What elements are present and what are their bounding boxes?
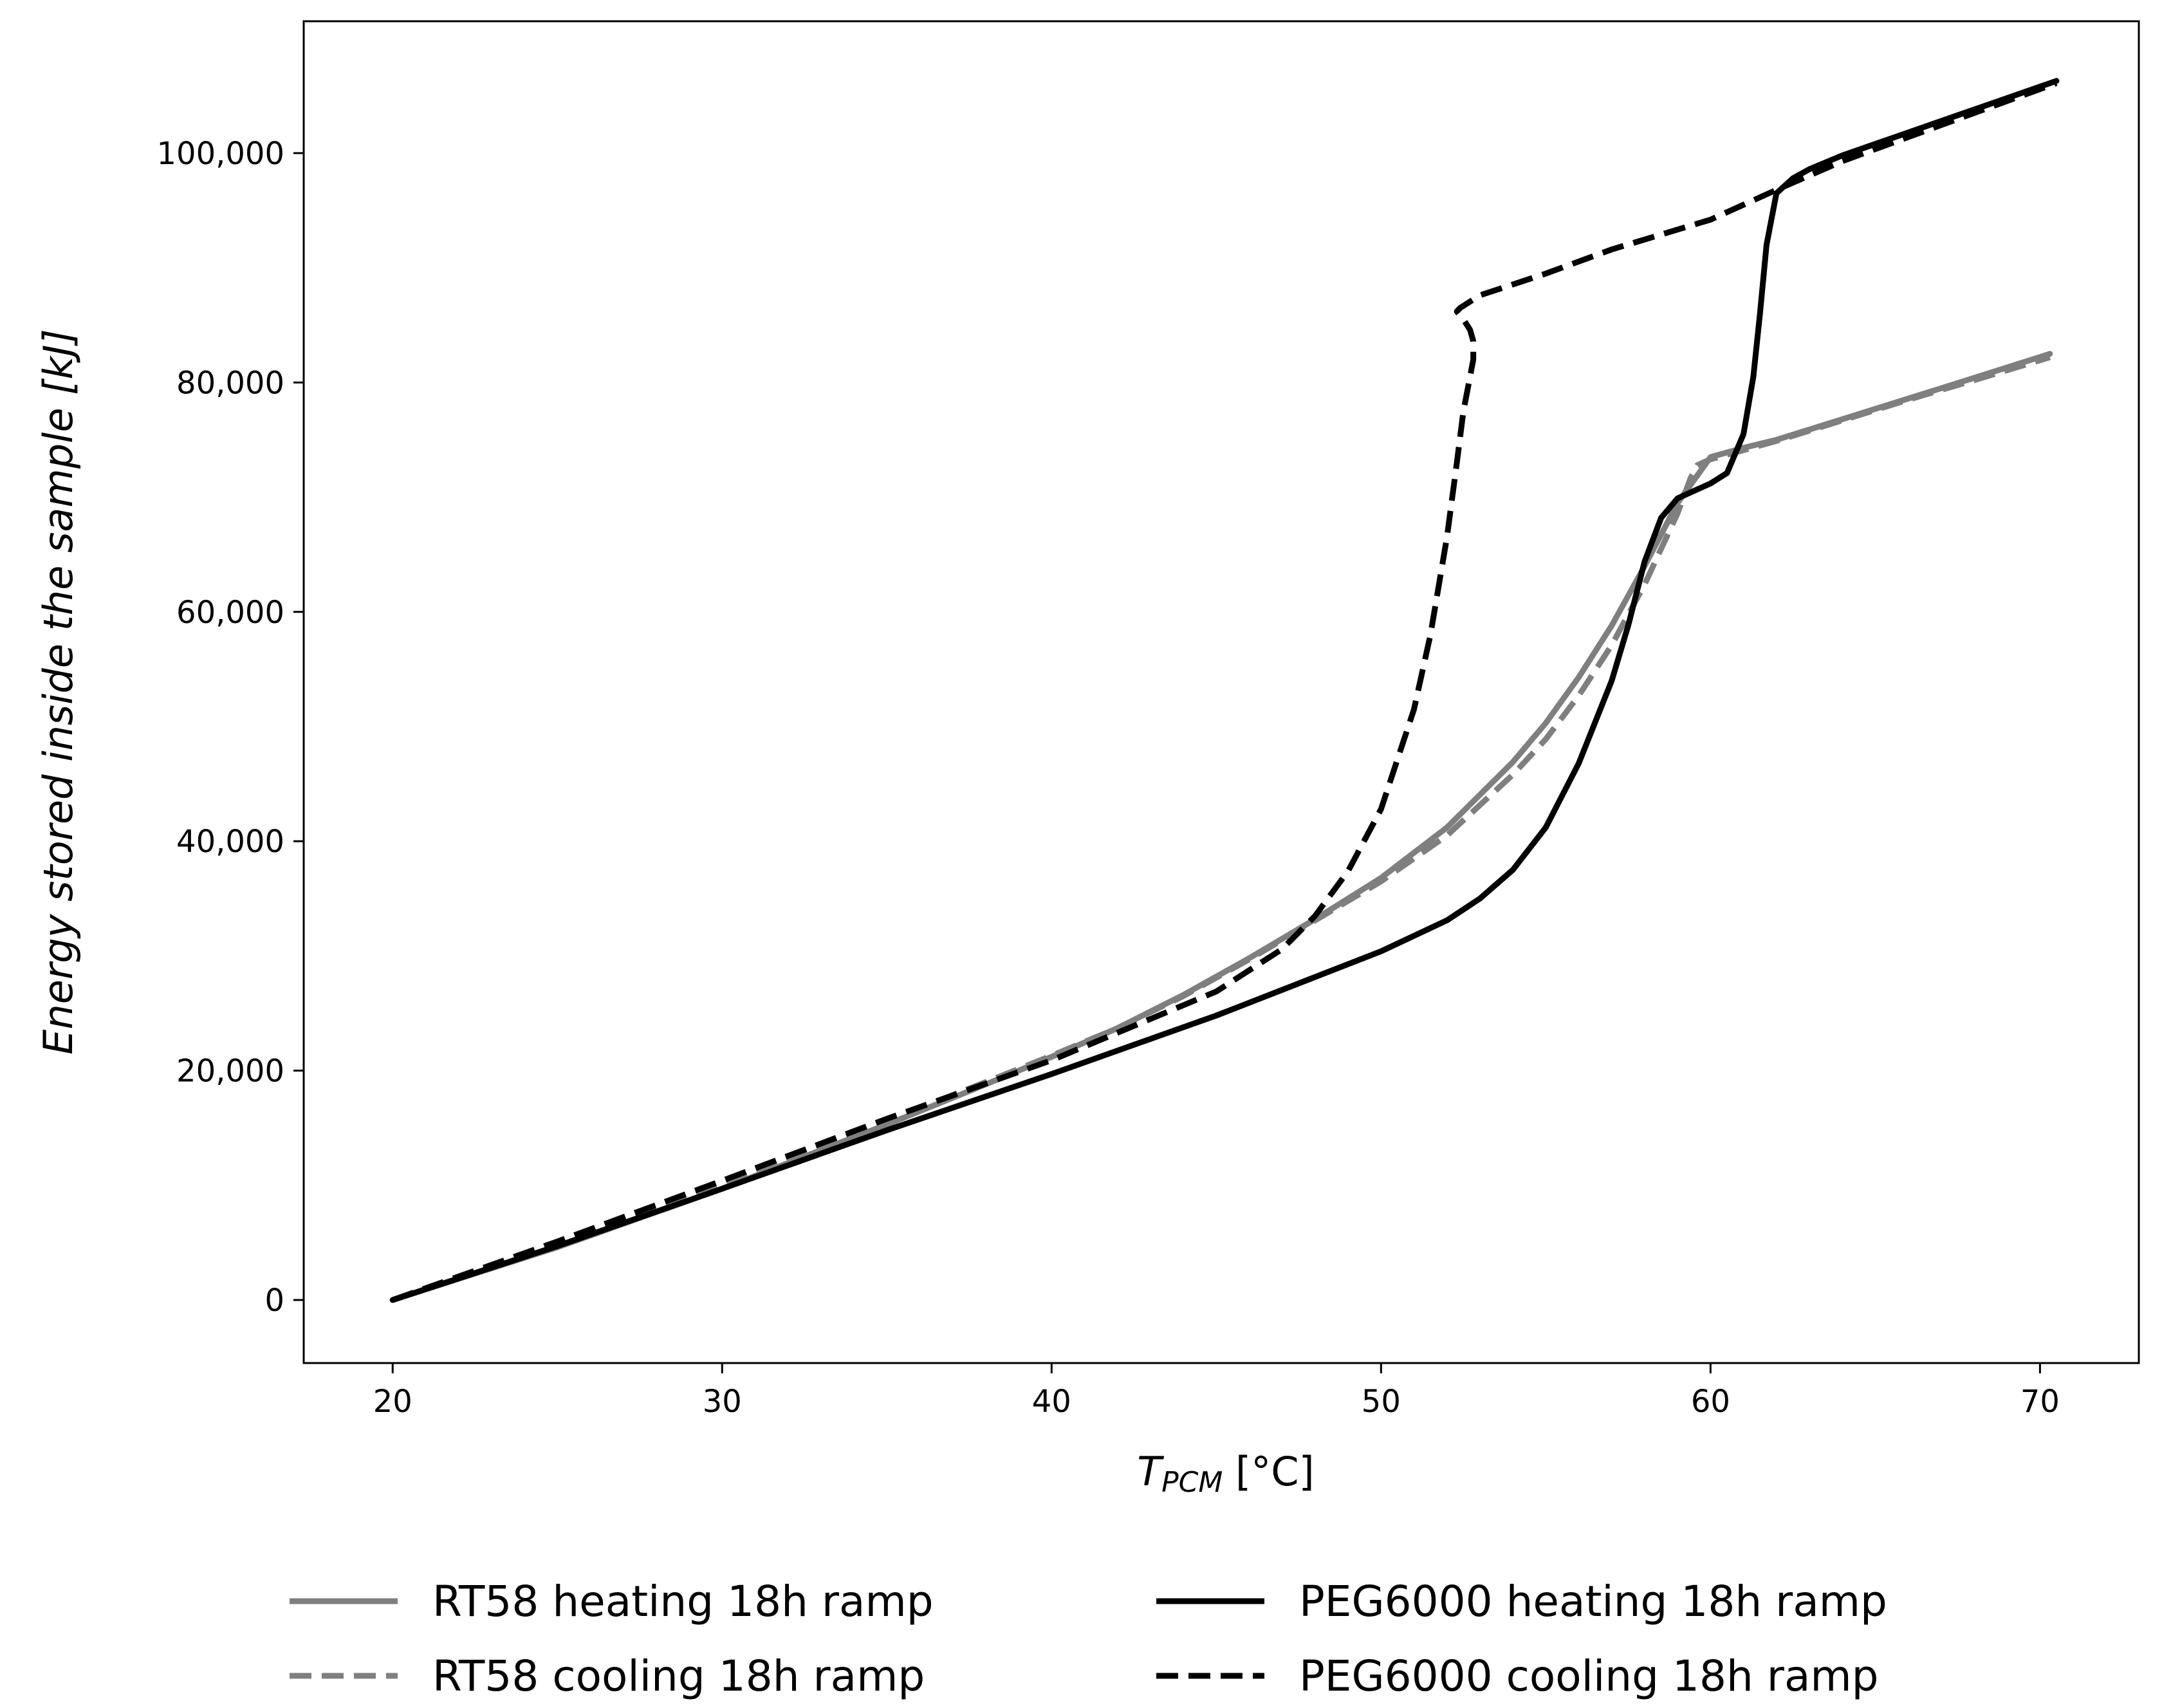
x-axis-label-subscript: PCM [1161, 1466, 1223, 1499]
plot-area [304, 21, 2139, 1363]
legend-label-peg6000-cooling-18h-ramp: PEG6000 cooling 18h ramp [1299, 1651, 1879, 1701]
x-tick-label: 40 [1032, 1384, 1071, 1420]
y-tick-label: 40,000 [176, 824, 284, 860]
x-tick-label: 20 [373, 1384, 412, 1420]
series-line-peg6000-heating-18h-ramp [389, 78, 2060, 1303]
y-tick-label: 20,000 [176, 1054, 284, 1090]
legend-label-rt58-cooling-18h-ramp: RT58 cooling 18h ramp [432, 1651, 925, 1701]
series-layer [389, 78, 2060, 1303]
x-tick-label: 50 [1362, 1384, 1401, 1420]
x-tick-label: 60 [1691, 1384, 1730, 1420]
legend: RT58 heating 18h ramp RT58 cooling 18h ra… [290, 1577, 1887, 1701]
y-tick-label: 80,000 [176, 365, 284, 401]
legend-label-rt58-heating-18h-ramp: RT58 heating 18h ramp [432, 1577, 934, 1626]
x-axis-label: TPCM [°C] [1137, 1448, 1314, 1499]
y-tick-label: 100,000 [157, 136, 285, 172]
x-axis-label-main: T [1137, 1448, 1164, 1495]
legend-label-peg6000-heating-18h-ramp: PEG6000 heating 18h ramp [1299, 1577, 1887, 1626]
series-line-rt58-cooling-18h-ramp [391, 354, 2051, 1303]
y-axis-ticks: 0 20,000 40,000 60,000 80,000 100,000 [157, 136, 304, 1319]
y-tick-label: 60,000 [176, 595, 284, 631]
y-tick-label: 0 [264, 1283, 284, 1319]
x-axis-label-unit: [°C] [1223, 1448, 1314, 1495]
x-tick-label: 30 [703, 1384, 742, 1420]
x-axis-ticks: 20 30 40 50 60 70 [373, 1363, 2060, 1420]
plot-frame [302, 20, 2140, 1364]
series-line-peg6000-cooling-18h-ramp [391, 80, 2058, 1303]
x-tick-label: 70 [2020, 1384, 2060, 1420]
y-axis-label: Energy stored inside the sample [kJ] [35, 329, 82, 1055]
